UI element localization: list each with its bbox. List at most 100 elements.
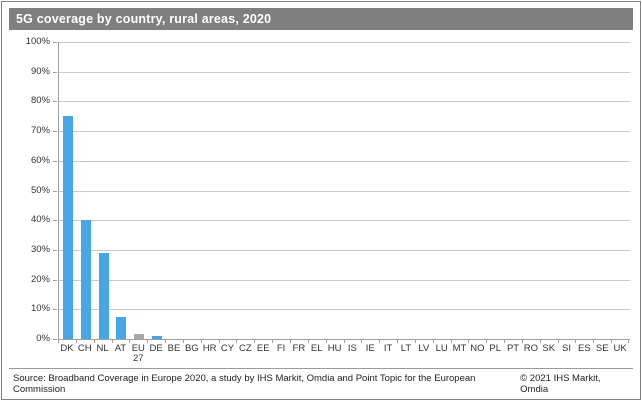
bar-DK — [62, 116, 73, 339]
x-tick-mark — [361, 340, 363, 343]
x-tick-mark — [75, 340, 77, 343]
y-tick-label-20: 20% — [30, 273, 50, 285]
x-tick-label-HR: HR — [202, 343, 217, 354]
x-tick-label-NO: NO — [470, 343, 485, 354]
x-tick-label-EE: EE — [256, 343, 270, 354]
x-tick-label-AT: AT — [114, 343, 127, 354]
x-tick-mark — [111, 340, 113, 343]
x-tick-label-FR: FR — [292, 343, 306, 354]
footer: Source: Broadband Coverage in Europe 202… — [13, 373, 629, 395]
x-tick-label-UK: UK — [613, 343, 627, 354]
x-tick-mark — [236, 340, 238, 343]
x-tick-label-IS: IS — [347, 343, 357, 354]
x-tick-label-DK: DK — [60, 343, 74, 354]
x-axis-labels: DK CH NL AT EU 27 DE BE BG HR CY CZ EE FI FR EL HU IS IE I… — [58, 344, 630, 366]
x-tick-mark — [93, 340, 95, 343]
y-tick-label-50: 50% — [30, 184, 50, 196]
x-tick-mark — [521, 340, 523, 343]
plot-area — [58, 42, 630, 340]
gridline-100 — [59, 42, 630, 43]
x-tick-mark — [414, 340, 416, 343]
x-tick-mark — [129, 340, 131, 343]
x-tick-label-IE: IE — [365, 343, 375, 354]
x-tick-mark — [325, 340, 327, 343]
bar-NL — [98, 252, 109, 339]
x-tick-label-MT: MT — [452, 343, 467, 354]
x-tick-label-LU: LU — [435, 343, 448, 354]
x-tick-mark — [397, 340, 399, 343]
x-tick-label-CY: CY — [220, 343, 235, 354]
gridline-40 — [59, 220, 630, 222]
x-tick-label-CZ: CZ — [239, 343, 252, 354]
x-tick-mark — [254, 340, 256, 343]
y-tick-mark — [53, 339, 57, 340]
y-tick-label-30: 30% — [30, 243, 50, 255]
gridline-60 — [59, 160, 630, 162]
x-tick-mark — [147, 340, 149, 343]
y-tick-label-90: 90% — [30, 65, 50, 77]
x-tick-label-PL: PL — [489, 343, 501, 354]
x-tick-mark — [272, 340, 274, 343]
x-tick-label-SK: SK — [542, 343, 556, 354]
x-tick-mark — [343, 340, 345, 343]
x-tick-label-DE: DE — [149, 343, 163, 354]
x-tick-mark — [450, 340, 452, 343]
x-tick-mark — [58, 340, 59, 343]
x-tick-label-EU27: EU 27 — [131, 343, 145, 364]
x-tick-label-PT: PT — [506, 343, 520, 354]
x-tick-label-LT: LT — [400, 343, 412, 354]
x-tick-mark — [200, 340, 202, 343]
x-tick-mark — [432, 340, 434, 343]
gridline-70 — [59, 131, 630, 133]
bar-AT — [116, 316, 127, 339]
x-tick-label-LV: LV — [418, 343, 430, 354]
y-tick-mark — [53, 309, 57, 311]
x-tick-label-NL: NL — [96, 343, 109, 354]
x-tick-label-ES: ES — [578, 343, 591, 354]
x-tick-label-FI: FI — [276, 343, 286, 354]
x-tick-mark — [611, 340, 613, 343]
y-tick-mark — [53, 71, 57, 73]
gridline-20 — [59, 279, 630, 281]
y-tick-label-0: 0% — [36, 333, 50, 344]
x-tick-mark — [504, 340, 506, 343]
x-tick-mark — [486, 340, 488, 343]
x-tick-mark — [628, 340, 629, 343]
y-tick-label-70: 70% — [30, 125, 50, 137]
x-tick-mark — [307, 340, 309, 343]
x-tick-mark — [575, 340, 577, 343]
x-tick-mark — [218, 340, 220, 343]
y-tick-label-80: 80% — [30, 95, 50, 107]
x-tick-mark — [468, 340, 470, 343]
x-tick-mark — [289, 340, 291, 343]
bar-DE — [152, 336, 163, 339]
bar-CH — [80, 220, 91, 339]
x-tick-label-CH: CH — [77, 343, 92, 354]
x-tick-label-RO: RO — [523, 343, 538, 354]
x-tick-mark — [379, 340, 381, 343]
bar-EU27 — [134, 333, 145, 339]
x-tick-label-HU: HU — [327, 343, 342, 354]
y-tick-mark — [53, 101, 57, 103]
y-tick-label-10: 10% — [30, 303, 50, 315]
x-tick-mark — [593, 340, 595, 343]
x-tick-label-BE: BE — [167, 343, 181, 354]
x-tick-label-BG: BG — [184, 343, 199, 354]
x-tick-mark — [182, 340, 184, 343]
gridline-30 — [59, 249, 630, 251]
y-tick-mark — [53, 42, 57, 43]
chart-title: 5G coverage by country, rural areas, 202… — [16, 12, 272, 26]
x-tick-label-IT: IT — [383, 343, 393, 354]
y-tick-mark — [53, 160, 57, 162]
y-tick-mark — [53, 131, 57, 133]
y-tick-mark — [53, 190, 57, 192]
y-tick-mark — [53, 220, 57, 222]
x-tick-mark — [165, 340, 167, 343]
source-note: Source: Broadband Coverage in Europe 202… — [13, 373, 476, 395]
gridline-50 — [59, 190, 630, 192]
y-tick-label-60: 60% — [30, 154, 50, 166]
y-tick-mark — [53, 279, 57, 281]
x-tick-mark — [539, 340, 541, 343]
x-tick-label-SI: SI — [562, 343, 572, 354]
